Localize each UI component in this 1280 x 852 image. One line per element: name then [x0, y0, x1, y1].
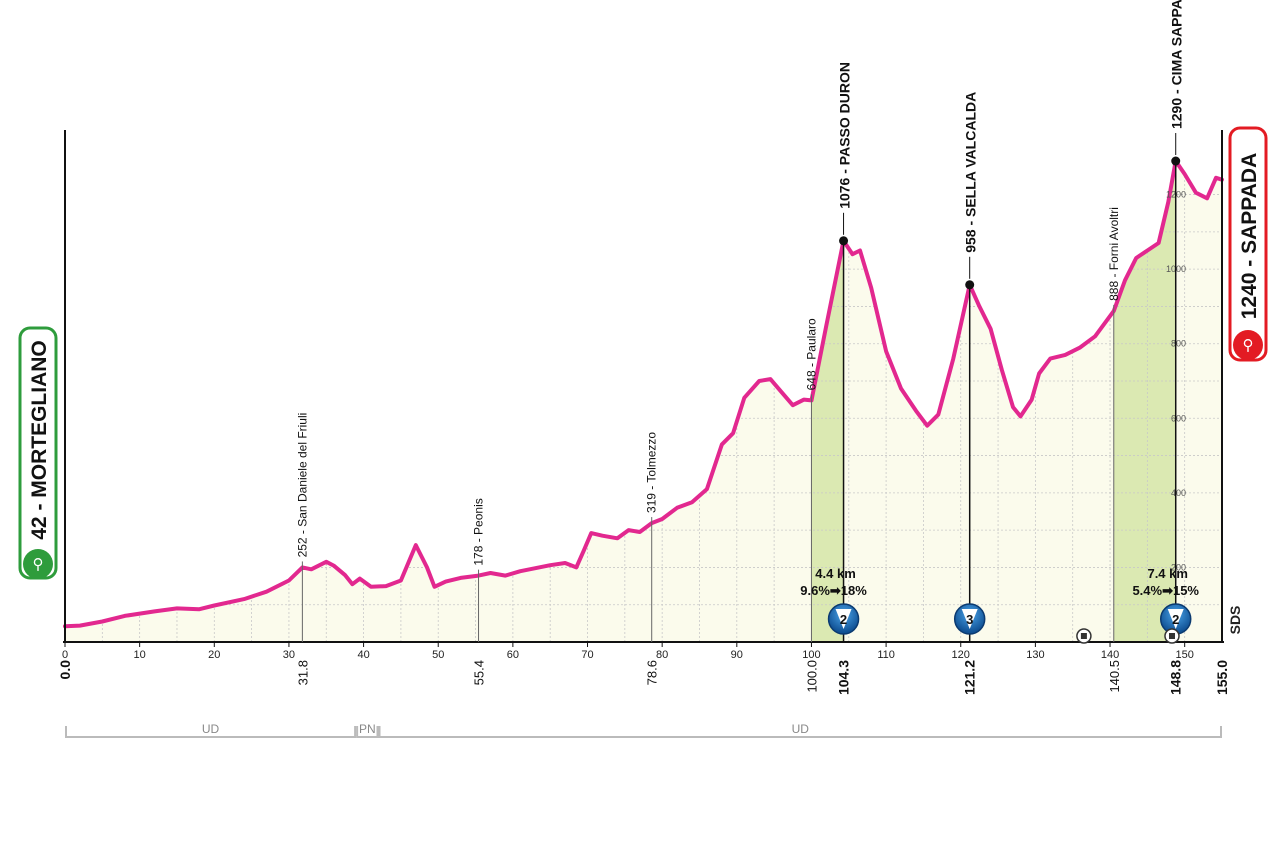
x-tick-label: 0 [62, 649, 68, 661]
regions-bar: UD PN UD [65, 722, 1222, 738]
poi-label: 648 - Paularo [804, 318, 818, 390]
start-badge: ⚲ 42 - MORTEGLIANO [18, 326, 58, 580]
region-label: UD [202, 722, 220, 736]
poi-label: 888 - Forni Avoltri [1107, 207, 1121, 301]
gpm-triangle-icon [1167, 609, 1184, 629]
region-label: PN [359, 722, 376, 736]
summit-dot [839, 236, 849, 246]
start-bike-icon [23, 549, 53, 579]
finish-km-label: 155.0 [1214, 660, 1230, 695]
climb-gradient-label: 5.4%➡15% [1132, 583, 1199, 598]
x-tick-label: 90 [731, 649, 743, 661]
start-label: 42 - MORTEGLIANO [28, 340, 51, 540]
climb-section [1113, 161, 1176, 642]
poi-label: 1076 - PASSO DURON [837, 62, 853, 209]
axis-layer: 2004006008001000120001020304050607080901… [62, 130, 1243, 661]
poi-label: 252 - San Daniele del Friuli [295, 413, 309, 558]
x-tick-label: 140 [1101, 649, 1119, 661]
gpm-category-label: 3 [966, 612, 973, 627]
x-tick-label: 20 [208, 649, 220, 661]
poi-km-label: 140.5 [1107, 660, 1122, 693]
x-tick-label: 110 [877, 649, 895, 661]
start-bike-glyph: ⚲ [33, 556, 44, 573]
climb-section [811, 240, 844, 643]
y-tick-label: 200 [1171, 562, 1186, 572]
finish-bike-icon [1233, 330, 1263, 360]
region-bracket [65, 726, 357, 738]
x-tick-label: 40 [357, 649, 369, 661]
marker-icon-inner [1168, 633, 1175, 639]
profile-fill [65, 161, 1222, 642]
finish-label: 1240 - SAPPADA [1238, 153, 1261, 320]
finish-bike-glyph: ⚲ [1243, 337, 1254, 354]
y-tick-label: 600 [1171, 413, 1186, 423]
start-km-label: 0.0 [57, 660, 73, 680]
poi-label: 1290 - CIMA SAPPADA [1169, 0, 1185, 129]
x-tick-label: 30 [283, 649, 295, 661]
poi-km-label: 148.8 [1168, 660, 1184, 695]
brand-logo: SDS [1227, 606, 1243, 635]
label-layer: 0.0 155.0 252 - San Daniele del Friuli 31.8… [57, 0, 1230, 695]
poi-km-label: 78.6 [645, 660, 660, 685]
summit-dot [1171, 156, 1181, 166]
x-tick-label: 50 [432, 649, 444, 661]
x-tick-label: 130 [1026, 649, 1044, 661]
y-tick-label: 400 [1171, 488, 1186, 498]
region-bracket [378, 726, 1222, 738]
climb-length-label: 7.4 km [1147, 566, 1187, 581]
x-tick-label: 120 [952, 649, 970, 661]
x-tick-label: 10 [134, 649, 146, 661]
y-tick-label: 800 [1171, 339, 1186, 349]
region-bracket [356, 726, 379, 738]
poi-km-label: 55.4 [472, 660, 487, 685]
poi-km-label: 100.0 [804, 660, 819, 693]
x-tick-label: 60 [507, 649, 519, 661]
summit-dot [965, 280, 975, 290]
marker-icon-inner [1080, 633, 1087, 639]
x-tick-label: 100 [802, 649, 820, 661]
profile-area-layer [63, 159, 1224, 643]
poi-km-label: 31.8 [295, 660, 310, 685]
poi-km-label: 121.2 [962, 660, 978, 695]
x-tick-label: 150 [1175, 649, 1193, 661]
gpm-category-label: 2 [1172, 612, 1179, 627]
climb-gradient-label: 9.6%➡18% [800, 583, 867, 598]
region-label: UD [792, 722, 810, 736]
poi-label: 958 - SELLA VALCALDA [963, 92, 979, 253]
x-tick-label: 70 [581, 649, 593, 661]
climb-length-label: 4.4 km [815, 566, 855, 581]
poi-km-label: 104.3 [836, 660, 852, 695]
finish-badge: ⚲ 1240 - SAPPADA [1228, 126, 1268, 362]
profile-line [63, 159, 1224, 629]
gpm-category-label: 2 [840, 612, 847, 627]
poi-label: 319 - Tolmezzo [645, 432, 659, 513]
x-tick-label: 80 [656, 649, 668, 661]
poi-label: 178 - Peonis [472, 498, 486, 565]
gpm-triangle-icon [835, 609, 852, 629]
gpm-triangle-icon [961, 609, 978, 629]
